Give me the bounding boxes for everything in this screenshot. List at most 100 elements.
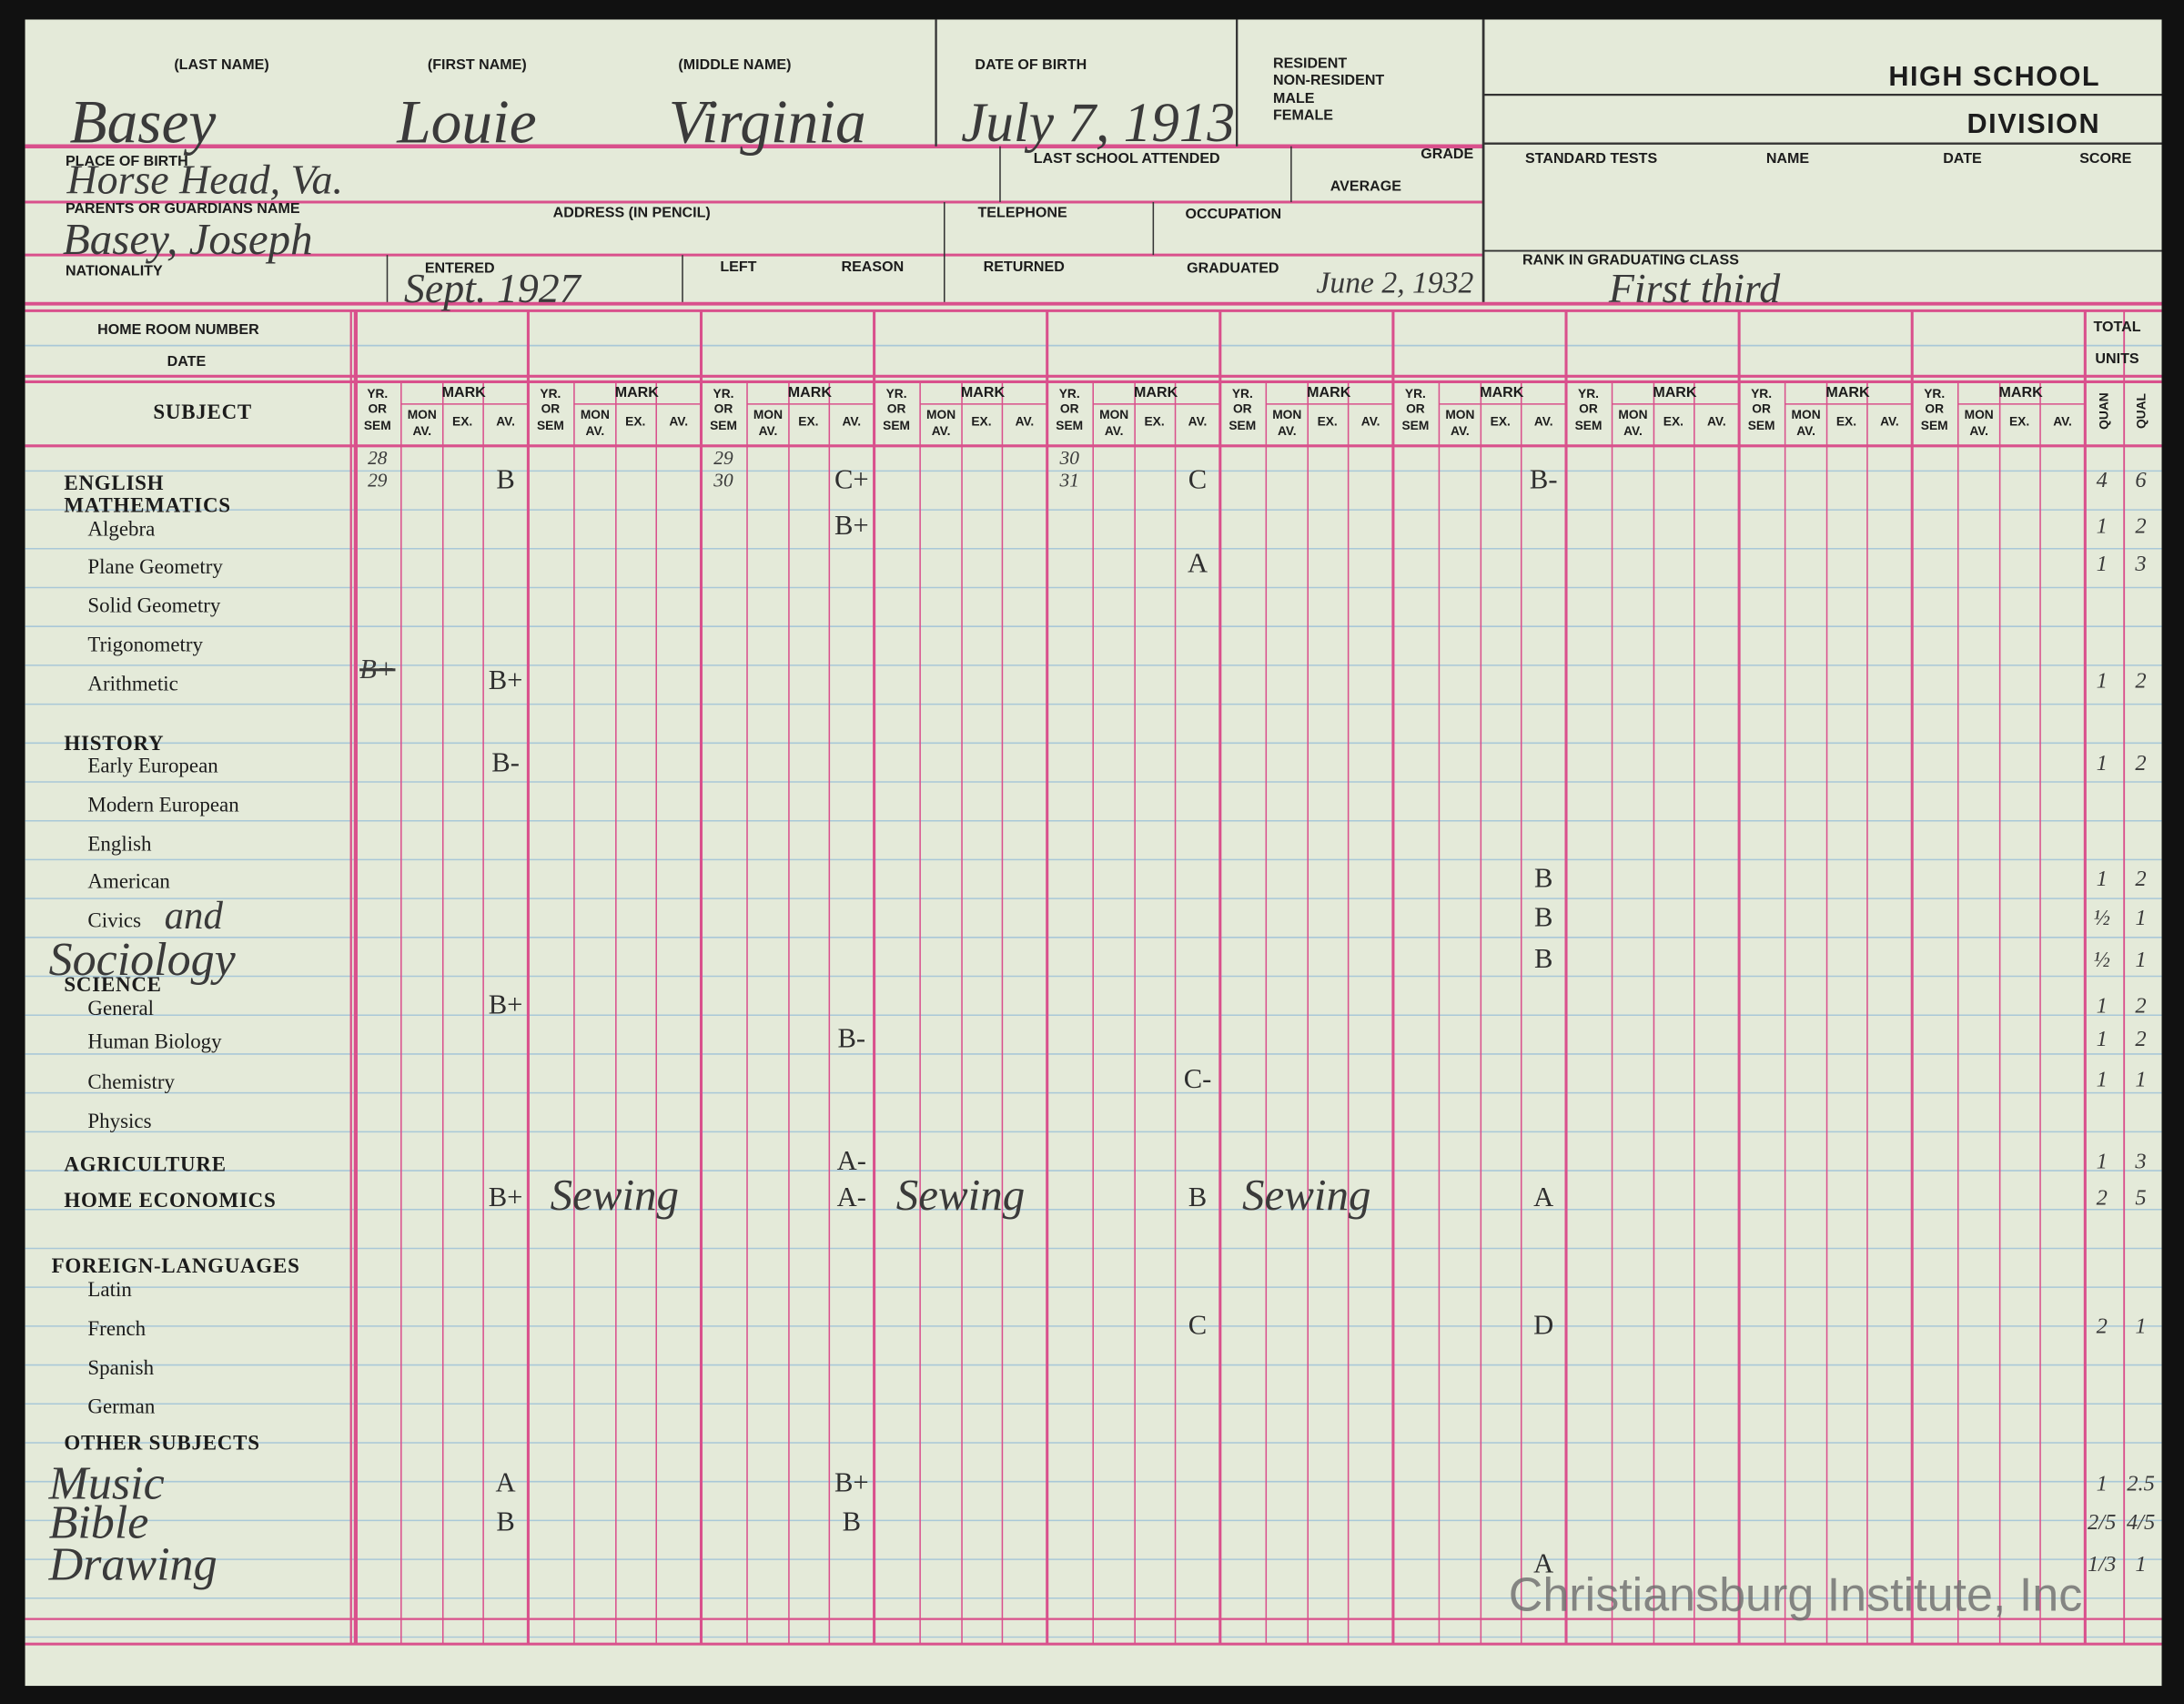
units-quality: 1 bbox=[2135, 1314, 2146, 1338]
units-quality: 5 bbox=[2135, 1186, 2146, 1211]
label: AVERAGE bbox=[1330, 178, 1402, 194]
rules bbox=[25, 19, 2162, 1646]
label: MARK bbox=[1825, 384, 1870, 401]
label: OR bbox=[1579, 402, 1598, 416]
label: MARK bbox=[1653, 384, 1697, 401]
label: OR bbox=[1060, 402, 1079, 416]
subject: Latin bbox=[87, 1278, 132, 1301]
subject: American bbox=[87, 870, 170, 893]
label: DATE bbox=[167, 353, 207, 370]
label: SEM bbox=[1228, 419, 1256, 432]
label: EX. bbox=[1144, 414, 1164, 428]
subject-heading: MATHEMATICS bbox=[64, 493, 230, 516]
grade: A bbox=[496, 1467, 516, 1498]
handwritten-entry: June 2, 1932 bbox=[1316, 267, 1473, 300]
subject: Solid Geometry bbox=[87, 594, 220, 617]
units-quantity: ½ bbox=[2094, 948, 2110, 972]
label: TOTAL bbox=[2094, 319, 2141, 335]
subject-heading: HISTORY bbox=[64, 732, 164, 755]
grade: B bbox=[1534, 901, 1552, 932]
units-quantity: 1 bbox=[2097, 552, 2108, 576]
label: UNITS bbox=[2095, 350, 2138, 367]
label: AV. bbox=[759, 424, 778, 438]
label: OR bbox=[368, 402, 387, 416]
subject-handwritten: Bible bbox=[49, 1497, 149, 1549]
label: ENTERED bbox=[425, 260, 495, 277]
label: SEM bbox=[1575, 419, 1603, 432]
units-quality: 6 bbox=[2135, 468, 2147, 492]
label: YR. bbox=[1059, 387, 1080, 401]
label: OR bbox=[1925, 402, 1944, 416]
label: MARK bbox=[961, 384, 1006, 401]
label: MON bbox=[1965, 408, 1994, 421]
label: GRADE bbox=[1421, 146, 1473, 162]
label: SEM bbox=[1056, 419, 1083, 432]
units-quantity: 1 bbox=[2097, 867, 2108, 891]
label: EX. bbox=[1663, 414, 1684, 428]
grade: B- bbox=[838, 1022, 866, 1053]
label: MALE bbox=[1273, 90, 1315, 106]
texts: (LAST NAME) (FIRST NAME) (MIDDLE NAME) DATE… bbox=[48, 56, 2156, 1622]
units-quality: 1 bbox=[2135, 906, 2146, 930]
label: DIVISION bbox=[1967, 108, 2101, 139]
subject-heading: FOREIGN-LANGUAGES bbox=[52, 1254, 300, 1277]
label: RETURNED bbox=[984, 259, 1065, 275]
label: NAME bbox=[1766, 150, 1810, 167]
label: RESIDENT bbox=[1273, 56, 1347, 72]
label: MARK bbox=[615, 384, 660, 401]
handwritten-entry: Louie bbox=[396, 87, 536, 156]
subject: Human Biology bbox=[87, 1030, 222, 1053]
label: AV. bbox=[1880, 414, 1899, 428]
units-quantity: 1 bbox=[2097, 1067, 2108, 1091]
subject: General bbox=[87, 997, 154, 1019]
label: SEM bbox=[1921, 419, 1948, 432]
subject-handwritten: Sociology bbox=[49, 934, 237, 986]
label: EX. bbox=[625, 414, 645, 428]
label: MARK bbox=[1134, 384, 1178, 401]
label: MON bbox=[408, 408, 437, 421]
units-quantity: 1 bbox=[2097, 1027, 2108, 1051]
units-quantity: 2 bbox=[2097, 1186, 2108, 1211]
label: AV. bbox=[496, 414, 515, 428]
grade: A bbox=[1188, 547, 1208, 578]
grade: Sewing bbox=[896, 1170, 1025, 1220]
subject: Chemistry bbox=[87, 1070, 175, 1093]
label: AV. bbox=[1796, 424, 1815, 438]
handwritten-entry: Sept. 1927 bbox=[404, 265, 582, 311]
label: LEFT bbox=[720, 259, 756, 275]
label: OR bbox=[1406, 402, 1425, 416]
subject: Physics bbox=[87, 1110, 151, 1132]
grade: A bbox=[1533, 1547, 1553, 1578]
label: NATIONALITY bbox=[66, 263, 163, 279]
label: QUAN bbox=[2097, 392, 2110, 430]
grade: B- bbox=[1530, 464, 1558, 495]
subject: Modern European bbox=[87, 794, 239, 816]
label: YR. bbox=[1751, 387, 1772, 401]
label: AV. bbox=[1105, 424, 1124, 438]
grade: C bbox=[1188, 464, 1207, 495]
label: MON bbox=[1445, 408, 1474, 421]
label: AV. bbox=[1361, 414, 1380, 428]
units-quality: 2.5 bbox=[2127, 1471, 2155, 1496]
label: MON bbox=[1099, 408, 1128, 421]
label: OR bbox=[887, 402, 906, 416]
units-quantity: 1/3 bbox=[2088, 1552, 2116, 1577]
subject: Trigonometry bbox=[87, 634, 203, 656]
grade: C+ bbox=[834, 464, 869, 495]
label: YR. bbox=[367, 387, 388, 401]
label: (MIDDLE NAME) bbox=[678, 56, 791, 73]
units-quality: 1 bbox=[2135, 1067, 2146, 1091]
label: HOME ROOM NUMBER bbox=[97, 321, 259, 338]
label: MARK bbox=[1480, 384, 1524, 401]
subject: English bbox=[87, 832, 152, 855]
year-semester: 30 bbox=[713, 470, 733, 492]
handwritten-entry: Basey bbox=[70, 87, 217, 156]
subject-heading: OTHER SUBJECTS bbox=[64, 1432, 259, 1455]
units-quantity: 1 bbox=[2097, 669, 2108, 694]
label: DATE OF BIRTH bbox=[975, 56, 1087, 73]
handwritten-entry: July 7, 1913 bbox=[961, 92, 1235, 154]
label: MON bbox=[753, 408, 783, 421]
label: OR bbox=[1752, 402, 1771, 416]
label: QUAL bbox=[2135, 393, 2149, 429]
